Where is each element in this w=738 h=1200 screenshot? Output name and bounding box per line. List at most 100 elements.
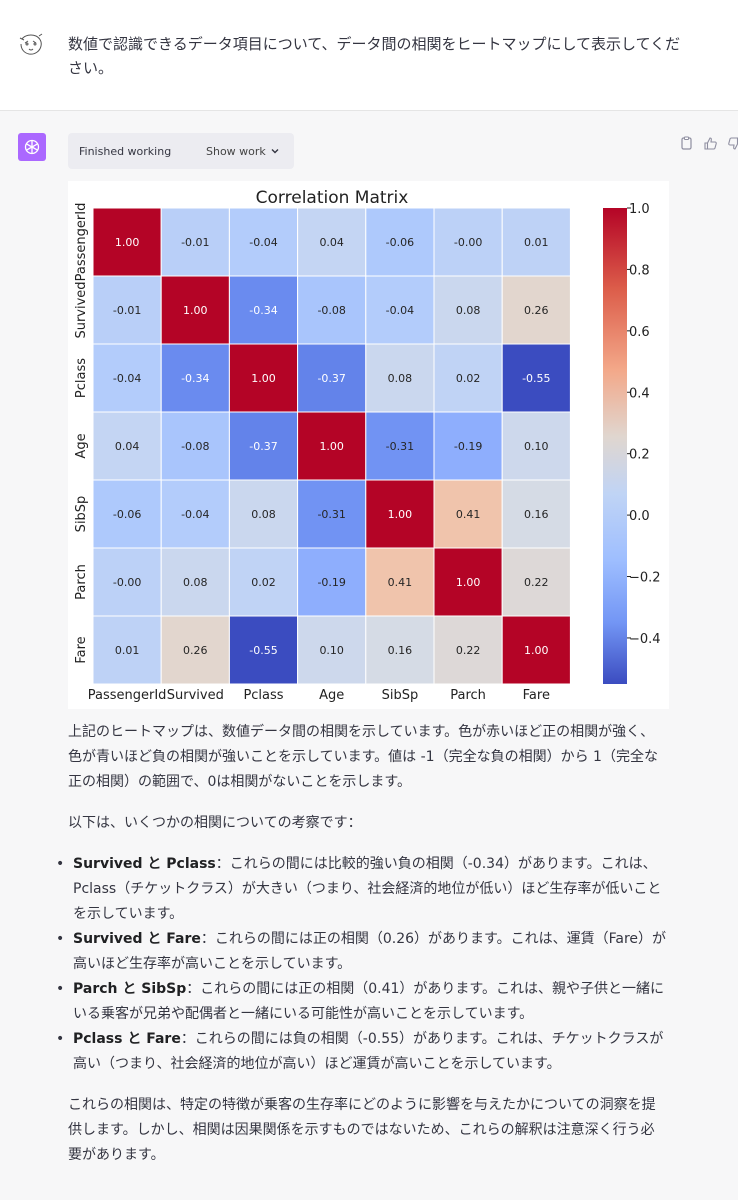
heatmap-cell-label: 0.22 bbox=[456, 644, 481, 657]
heatmap-cell-label: -0.00 bbox=[113, 576, 141, 589]
finished-working-panel: Finished working Show work bbox=[68, 133, 294, 169]
colorbar-tick-label: −0.2 bbox=[629, 571, 661, 586]
heatmap-cell-label: -0.19 bbox=[317, 576, 345, 589]
heatmap-cell bbox=[92, 207, 162, 277]
heatmap-cell-label: -0.00 bbox=[454, 236, 482, 249]
list-item-text: ：これらの間には正の相関（0.26）があります。これは、運賃（Fare）が高いほ… bbox=[73, 931, 667, 972]
heatmap-cell-label: 1.00 bbox=[115, 236, 140, 249]
heatmap-cell-label: -0.08 bbox=[181, 440, 209, 453]
heatmap-cell-label: -0.06 bbox=[113, 508, 141, 521]
heatmap-cell bbox=[501, 275, 571, 345]
heatmap-cell bbox=[501, 615, 571, 685]
heatmap-cell bbox=[297, 615, 367, 685]
heatmap-cell bbox=[160, 411, 230, 481]
heatmap-cell-label: -0.06 bbox=[386, 236, 414, 249]
response-lead: 以下は、いくつかの相関についての考察です： bbox=[68, 815, 362, 831]
thumbs-down-icon[interactable] bbox=[727, 136, 738, 151]
heatmap-cell bbox=[433, 479, 503, 549]
y-tick-label: Fare bbox=[74, 636, 89, 663]
list-item: Survived と Fare：これらの間には正の相関（0.26）があります。こ… bbox=[56, 927, 668, 977]
heatmap-cell-label: -0.37 bbox=[317, 372, 345, 385]
x-tick-label: Pclass bbox=[243, 688, 283, 703]
assistant-response: 上記のヒートマップは、数値データ間の相関を示しています。色が赤いほど正の相関が強… bbox=[56, 720, 668, 1184]
colorbar-tick-label: 0.0 bbox=[629, 509, 650, 524]
heatmap-cell-label: 0.26 bbox=[183, 644, 208, 657]
colorbar-tick-label: −0.4 bbox=[629, 632, 661, 647]
y-tick-label: PassengerId bbox=[74, 203, 89, 282]
heatmap-cell-label: 0.10 bbox=[524, 440, 549, 453]
heatmap-cell bbox=[501, 343, 571, 413]
heatmap-cell bbox=[92, 479, 162, 549]
copy-icon[interactable] bbox=[679, 136, 694, 151]
heatmap-cell-label: 0.16 bbox=[388, 644, 413, 657]
heatmap-cell-label: 0.41 bbox=[456, 508, 481, 521]
x-tick-label: Age bbox=[319, 688, 344, 703]
heatmap-cell-label: 0.04 bbox=[115, 440, 140, 453]
x-tick-label: Parch bbox=[450, 688, 486, 703]
chevron-down-icon[interactable] bbox=[270, 146, 280, 156]
heatmap-cell bbox=[433, 343, 503, 413]
user-avatar-icon bbox=[19, 33, 43, 55]
work-status: Finished working bbox=[79, 145, 172, 158]
list-item-title: Survived と Fare bbox=[73, 931, 201, 947]
heatmap-cell-label: 0.08 bbox=[251, 508, 276, 521]
heatmap-cell bbox=[228, 207, 299, 277]
heatmap-cell-label: 0.01 bbox=[524, 236, 549, 249]
list-item: Survived と Pclass：これらの間には比較的強い負の相関（-0.34… bbox=[56, 852, 668, 927]
heatmap-cell-label: -0.04 bbox=[386, 304, 414, 317]
heatmap-cell bbox=[501, 479, 571, 549]
heatmap-cell bbox=[433, 207, 503, 277]
heatmap-cell bbox=[160, 547, 230, 617]
heatmap-cell bbox=[365, 615, 435, 685]
heatmap-cell-label: 1.00 bbox=[319, 440, 344, 453]
heatmap-figure: Correlation Matrix 1.00 -0.01 -0.04 0.04 -0.… bbox=[68, 181, 669, 709]
heatmap-cell-label: 0.16 bbox=[524, 508, 549, 521]
heatmap-cell-label: 1.00 bbox=[388, 508, 413, 521]
heatmap-cell bbox=[228, 343, 299, 413]
colorbar-tick-label: 1.0 bbox=[629, 202, 650, 217]
heatmap-cell-label: -0.31 bbox=[317, 508, 345, 521]
heatmap-cell-label: 0.02 bbox=[456, 372, 481, 385]
heatmap-cell-label: 0.04 bbox=[319, 236, 344, 249]
heatmap-cell bbox=[228, 547, 299, 617]
heatmap-cell-label: -0.37 bbox=[249, 440, 277, 453]
colorbar bbox=[603, 208, 627, 684]
show-work-button[interactable]: Show work bbox=[206, 145, 266, 158]
heatmap-cell bbox=[365, 479, 435, 549]
heatmap-cell bbox=[297, 479, 367, 549]
list-item: Parch と SibSp：これらの間には正の相関（0.41）があります。これは… bbox=[56, 977, 668, 1027]
heatmap-cell bbox=[228, 479, 299, 549]
heatmap-cell-label: 0.10 bbox=[319, 644, 344, 657]
heatmap-cell bbox=[365, 547, 435, 617]
heatmap-cell-label: 1.00 bbox=[456, 576, 481, 589]
heatmap-cell-label: -0.04 bbox=[113, 372, 141, 385]
heatmap-cell-label: 1.00 bbox=[251, 372, 276, 385]
list-item-text: ：これらの間には比較的強い負の相関（-0.34）があります。これは、Pclass… bbox=[73, 856, 662, 922]
heatmap-cell-label: -0.34 bbox=[181, 372, 209, 385]
colorbar-tick-label: 0.6 bbox=[629, 325, 650, 340]
user-message: 数値で認識できるデータ項目について、データ間の相関をヒートマップにして表示してく… bbox=[0, 0, 738, 111]
y-tick-label: Pclass bbox=[74, 358, 89, 398]
list-item: Pclass と Fare：これらの間には負の相関（-0.55）があります。これ… bbox=[56, 1027, 668, 1077]
heatmap-cell-label: -0.04 bbox=[181, 508, 209, 521]
y-tick-label: SibSp bbox=[74, 496, 89, 533]
heatmap-cell bbox=[365, 275, 435, 345]
thumbs-up-icon[interactable] bbox=[703, 136, 718, 151]
heatmap-cell-label: 0.41 bbox=[388, 576, 413, 589]
heatmap-cell-label: -0.34 bbox=[249, 304, 277, 317]
list-item-text: ：これらの間には負の相関（-0.55）があります。これは、チケットクラスが高い（… bbox=[73, 1031, 664, 1072]
heatmap-cell bbox=[365, 207, 435, 277]
y-tick-label: Parch bbox=[74, 564, 89, 600]
insight-list: Survived と Pclass：これらの間には比較的強い負の相関（-0.34… bbox=[56, 852, 668, 1077]
heatmap-cell bbox=[433, 275, 503, 345]
openai-logo-icon bbox=[24, 139, 40, 155]
list-item-title: Survived と Pclass bbox=[73, 856, 216, 872]
heatmap-cell-label: 0.22 bbox=[524, 576, 549, 589]
heatmap-cell bbox=[297, 343, 367, 413]
list-item-title: Pclass と Fare bbox=[73, 1031, 181, 1047]
colorbar-tick-label: 0.8 bbox=[629, 263, 650, 278]
heatmap-cell bbox=[501, 411, 571, 481]
response-intro: 上記のヒートマップは、数値データ間の相関を示しています。色が赤いほど正の相関が強… bbox=[68, 724, 658, 790]
y-tick-label: Age bbox=[74, 433, 89, 458]
list-item-title: Parch と SibSp bbox=[73, 981, 187, 997]
